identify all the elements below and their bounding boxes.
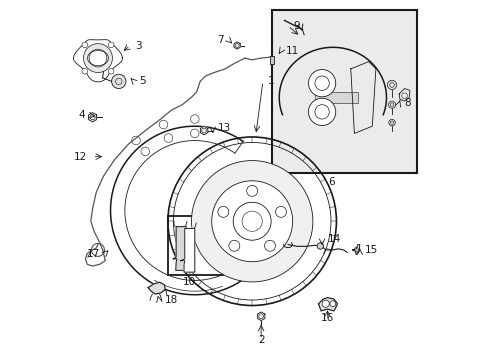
Circle shape (309, 69, 336, 97)
Circle shape (330, 301, 336, 307)
Circle shape (212, 181, 293, 262)
Text: 17: 17 (87, 248, 100, 258)
Polygon shape (257, 312, 265, 320)
Polygon shape (180, 228, 195, 272)
Circle shape (83, 44, 112, 72)
Circle shape (233, 202, 271, 240)
Circle shape (108, 42, 114, 48)
Text: 16: 16 (321, 313, 334, 323)
Circle shape (317, 243, 323, 249)
Bar (272, 10, 417, 173)
Text: 15: 15 (365, 245, 378, 255)
Circle shape (388, 80, 397, 90)
Text: 7: 7 (217, 35, 223, 45)
Text: 3: 3 (136, 41, 142, 50)
Circle shape (275, 206, 287, 217)
Circle shape (82, 42, 88, 48)
Text: 12: 12 (74, 152, 87, 162)
Polygon shape (173, 226, 186, 270)
Bar (168, 216, 223, 275)
Text: 9: 9 (294, 21, 300, 31)
Circle shape (322, 300, 329, 307)
Polygon shape (148, 282, 166, 294)
Text: 2: 2 (258, 334, 265, 345)
Polygon shape (89, 113, 97, 122)
Text: 14: 14 (327, 234, 341, 244)
Circle shape (112, 74, 126, 89)
Circle shape (218, 206, 229, 217)
Circle shape (229, 240, 240, 251)
Text: 13: 13 (218, 123, 231, 133)
Circle shape (192, 161, 313, 282)
Circle shape (309, 98, 336, 126)
Text: 8: 8 (405, 98, 411, 108)
Circle shape (246, 185, 258, 196)
Text: 5: 5 (139, 76, 146, 86)
Text: 18: 18 (164, 295, 177, 305)
Circle shape (389, 120, 395, 126)
Circle shape (265, 240, 275, 251)
Polygon shape (353, 244, 360, 255)
Text: 10: 10 (183, 277, 196, 287)
Polygon shape (200, 126, 208, 135)
Circle shape (89, 49, 107, 67)
Polygon shape (234, 42, 240, 49)
Bar (315, 92, 358, 103)
Bar (270, 56, 274, 64)
Text: 6: 6 (328, 177, 334, 187)
Circle shape (108, 68, 114, 74)
Polygon shape (318, 298, 338, 311)
Circle shape (82, 68, 88, 74)
Text: 11: 11 (286, 46, 299, 56)
Text: 4: 4 (79, 111, 85, 121)
Text: 1: 1 (269, 76, 275, 86)
Circle shape (389, 101, 395, 108)
